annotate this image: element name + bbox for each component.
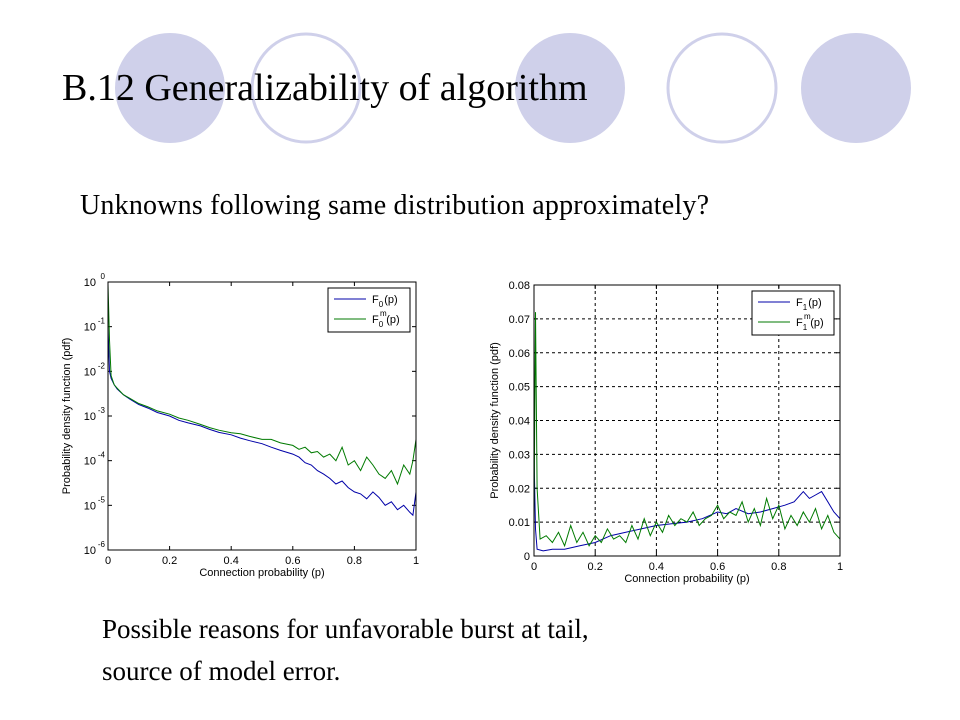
y-tick-label: 0.01 xyxy=(509,517,530,529)
x-tick-label: 0 xyxy=(105,555,111,567)
series-line-1 xyxy=(107,326,417,517)
legend-box xyxy=(327,287,411,333)
x-tick-label: 0.4 xyxy=(649,561,664,573)
x-tick-label: 1 xyxy=(413,555,419,567)
deco-circle-filled-3 xyxy=(801,33,911,143)
y-tick-label: 0.04 xyxy=(509,416,530,428)
y-tick-label: 10 xyxy=(84,277,96,289)
x-tick-label: 1 xyxy=(837,561,843,573)
legend-entry: F0(p) xyxy=(372,294,398,309)
x-axis-label: Connection probability (p) xyxy=(624,573,749,585)
deco-circle-outline-2 xyxy=(666,32,778,144)
x-tick-label: 0.4 xyxy=(224,555,239,567)
deco-circle-outline-1 xyxy=(250,32,362,144)
y-tick-label: 0.03 xyxy=(509,449,530,461)
x-tick-label: 0.8 xyxy=(347,555,362,567)
axes-frame xyxy=(533,284,841,557)
x-tick-label: 0.8 xyxy=(771,561,786,573)
y-axis-label: Probability density function (pdf) xyxy=(489,342,501,499)
legend-box xyxy=(751,290,835,336)
legend-entry: F0(p) xyxy=(372,314,400,329)
y-tick-exponent: -1 xyxy=(98,317,106,326)
note-line-1: Possible reasons for unfavorable burst a… xyxy=(102,614,589,644)
y-tick-label: 0 xyxy=(524,551,530,563)
y-tick-label: 10 xyxy=(84,456,96,468)
y-tick-label: 0.07 xyxy=(509,314,530,326)
slide-subtitle: Unknowns following same distribution app… xyxy=(80,190,710,221)
y-tick-exponent: -3 xyxy=(98,406,106,415)
series-line-1 xyxy=(533,454,841,552)
y-tick-exponent: -4 xyxy=(98,451,106,460)
y-tick-label: 10 xyxy=(84,322,96,334)
deco-circle-filled-2 xyxy=(515,33,625,143)
deco-circle-filled-1 xyxy=(115,33,225,143)
y-tick-label: 10 xyxy=(84,500,96,512)
y-tick-exponent: 0 xyxy=(101,272,106,281)
y-tick-label: 0.02 xyxy=(509,483,530,495)
y-tick-label: 10 xyxy=(84,366,96,378)
legend-superscript: m xyxy=(804,312,811,321)
x-tick-label: 0 xyxy=(531,561,537,573)
legend-entry: F1(p) xyxy=(796,317,824,332)
legend-superscript: m xyxy=(380,309,387,318)
y-tick-exponent: -6 xyxy=(98,540,106,549)
y-tick-exponent: -5 xyxy=(98,495,106,504)
x-tick-label: 0.6 xyxy=(285,555,300,567)
x-tick-label: 0.2 xyxy=(162,555,177,567)
y-tick-label: 0.08 xyxy=(509,280,530,292)
note-line-2: source of model error. xyxy=(102,656,341,686)
legend-entry: F1(p) xyxy=(796,297,822,312)
slide-title: B.12 Generalizability of algorithm xyxy=(62,67,588,109)
y-axis-label: Probability density function (pdf) xyxy=(61,338,73,495)
y-tick-label: 0.06 xyxy=(509,348,530,360)
series-line-2 xyxy=(107,283,417,486)
y-tick-label: 10 xyxy=(84,545,96,557)
axes-frame xyxy=(107,281,417,551)
series-line-2 xyxy=(533,312,841,548)
x-axis-label: Connection probability (p) xyxy=(199,567,324,579)
y-tick-exponent: -2 xyxy=(98,361,106,370)
y-tick-label: 10 xyxy=(84,411,96,423)
x-tick-label: 0.6 xyxy=(710,561,725,573)
y-tick-label: 0.05 xyxy=(509,382,530,394)
x-tick-label: 0.2 xyxy=(588,561,603,573)
